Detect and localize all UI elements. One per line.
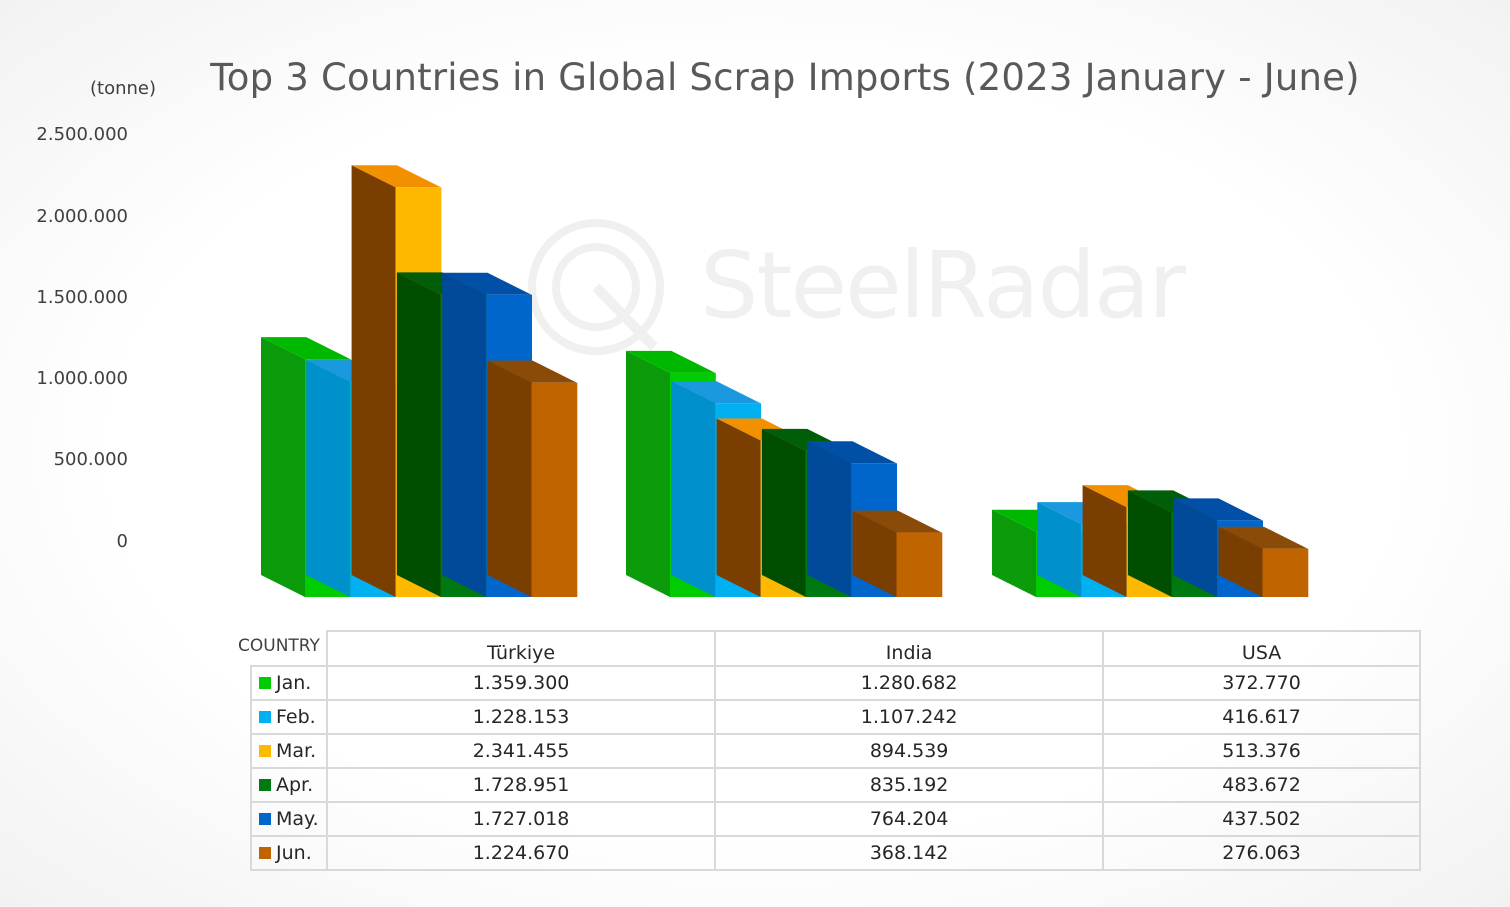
bar-side	[1173, 498, 1218, 597]
table-row: Mar. 2.341.455 894.539 513.376	[250, 733, 1421, 769]
bar-group	[992, 485, 1309, 597]
table-cell: 2.341.455	[325, 733, 717, 769]
bar-group	[626, 350, 943, 597]
table-cell: 437.502	[1102, 801, 1421, 837]
bar-side	[1082, 485, 1127, 597]
legend-key: Mar.	[250, 733, 328, 769]
legend-swatch	[259, 711, 271, 723]
data-table: Türkiye India USA Jan. 1.359.300 1.280.6…	[250, 630, 1421, 871]
series-label: Feb.	[276, 706, 316, 728]
table-row: May. 1.727.018 764.204 437.502	[250, 801, 1421, 837]
table-cell: 513.376	[1102, 733, 1421, 769]
bar-top	[671, 381, 761, 404]
table-cell: 1.228.153	[325, 699, 717, 735]
bar-top	[1173, 498, 1263, 521]
series-label: Jun.	[276, 842, 312, 864]
table-corner	[251, 631, 327, 666]
table-cell: 483.672	[1102, 767, 1421, 803]
bar-side	[351, 165, 396, 598]
y-tick-label: 500.000	[53, 449, 128, 470]
y-axis-unit: (tonne)	[90, 78, 157, 99]
series-label: Apr.	[276, 774, 314, 796]
bar	[1218, 526, 1309, 597]
table-cell: 764.204	[714, 801, 1105, 837]
table-cell: 894.539	[714, 733, 1105, 769]
table-cell: 1.727.018	[325, 801, 717, 837]
bar	[852, 510, 943, 597]
legend-swatch	[259, 847, 271, 859]
legend-swatch	[259, 779, 271, 791]
bar-group	[261, 165, 578, 598]
table-country-header: COUNTRY	[238, 636, 320, 656]
radar-icon	[528, 219, 664, 355]
table-cell: 372.770	[1102, 665, 1421, 701]
table-row: Feb. 1.228.153 1.107.242 416.617	[250, 699, 1421, 735]
table-row: Apr. 1.728.951 835.192 483.672	[250, 767, 1421, 803]
table-col-header: India	[714, 630, 1105, 667]
series-label: Mar.	[276, 740, 317, 762]
legend-key: Apr.	[250, 767, 328, 803]
series-label: May.	[276, 808, 319, 830]
table-header-row: Türkiye India USA	[251, 630, 1421, 667]
table-cell: 835.192	[714, 767, 1105, 803]
bar-side	[306, 360, 351, 597]
series-label: Jan.	[276, 672, 312, 694]
bar-top	[442, 272, 532, 295]
bar	[487, 360, 578, 597]
bar-side	[442, 272, 487, 597]
legend-key: May.	[250, 801, 328, 837]
y-tick-label: 0	[116, 531, 128, 552]
bar-side	[761, 428, 806, 597]
legend-key: Jun.	[250, 835, 328, 871]
bar-side	[261, 337, 305, 597]
bar-front	[531, 382, 578, 597]
y-tick-label: 2.500.000	[36, 124, 128, 145]
bar-front	[896, 532, 943, 597]
table-row: Jan. 1.359.300 1.280.682 372.770	[250, 665, 1421, 701]
table-cell: 1.224.670	[325, 835, 717, 871]
bar-side	[671, 381, 716, 597]
table-cell: 1.359.300	[325, 665, 717, 701]
table-cell: 276.063	[1102, 835, 1421, 871]
watermark-text: SteelRadar	[700, 232, 1186, 339]
bar-side	[1037, 502, 1082, 597]
legend-key: Jan.	[250, 665, 328, 701]
bar-chart-3d	[261, 165, 1309, 598]
bar-top	[807, 441, 897, 464]
bar-top	[852, 510, 942, 533]
y-tick-label: 2.000.000	[36, 206, 128, 227]
table-col-header: Türkiye	[325, 630, 717, 667]
bar-front	[1262, 548, 1309, 597]
chart-title: Top 3 Countries in Global Scrap Imports …	[210, 56, 1360, 99]
legend-key: Feb.	[250, 699, 328, 735]
table-cell: 1.728.951	[325, 767, 717, 803]
table-cell: 1.107.242	[714, 699, 1105, 735]
table-col-header: USA	[1102, 630, 1421, 667]
bar-side	[852, 510, 897, 597]
watermark-logo: SteelRadar	[528, 212, 1186, 362]
table-cell: 416.617	[1102, 699, 1421, 735]
table-cell: 368.142	[714, 835, 1105, 871]
table-row: Jun. 1.224.670 368.142 276.063	[250, 835, 1421, 871]
bar-top	[626, 350, 716, 373]
bar-top	[1218, 526, 1308, 549]
bar-side	[1218, 526, 1263, 597]
y-tick-label: 1.500.000	[36, 287, 128, 308]
bar-side	[716, 418, 761, 597]
bar-side	[487, 360, 532, 597]
bar-top	[487, 360, 577, 383]
bar-side	[396, 272, 441, 597]
bar-side	[1127, 490, 1172, 597]
bar-side	[626, 350, 670, 597]
table-cell: 1.280.682	[714, 665, 1105, 701]
bar-side	[992, 509, 1036, 597]
bar-side	[807, 441, 852, 597]
bar-top	[351, 165, 441, 188]
legend-swatch	[259, 677, 271, 689]
legend-swatch	[259, 813, 271, 825]
bar-top	[261, 337, 351, 360]
y-tick-label: 1.000.000	[36, 368, 128, 389]
legend-swatch	[259, 745, 271, 757]
